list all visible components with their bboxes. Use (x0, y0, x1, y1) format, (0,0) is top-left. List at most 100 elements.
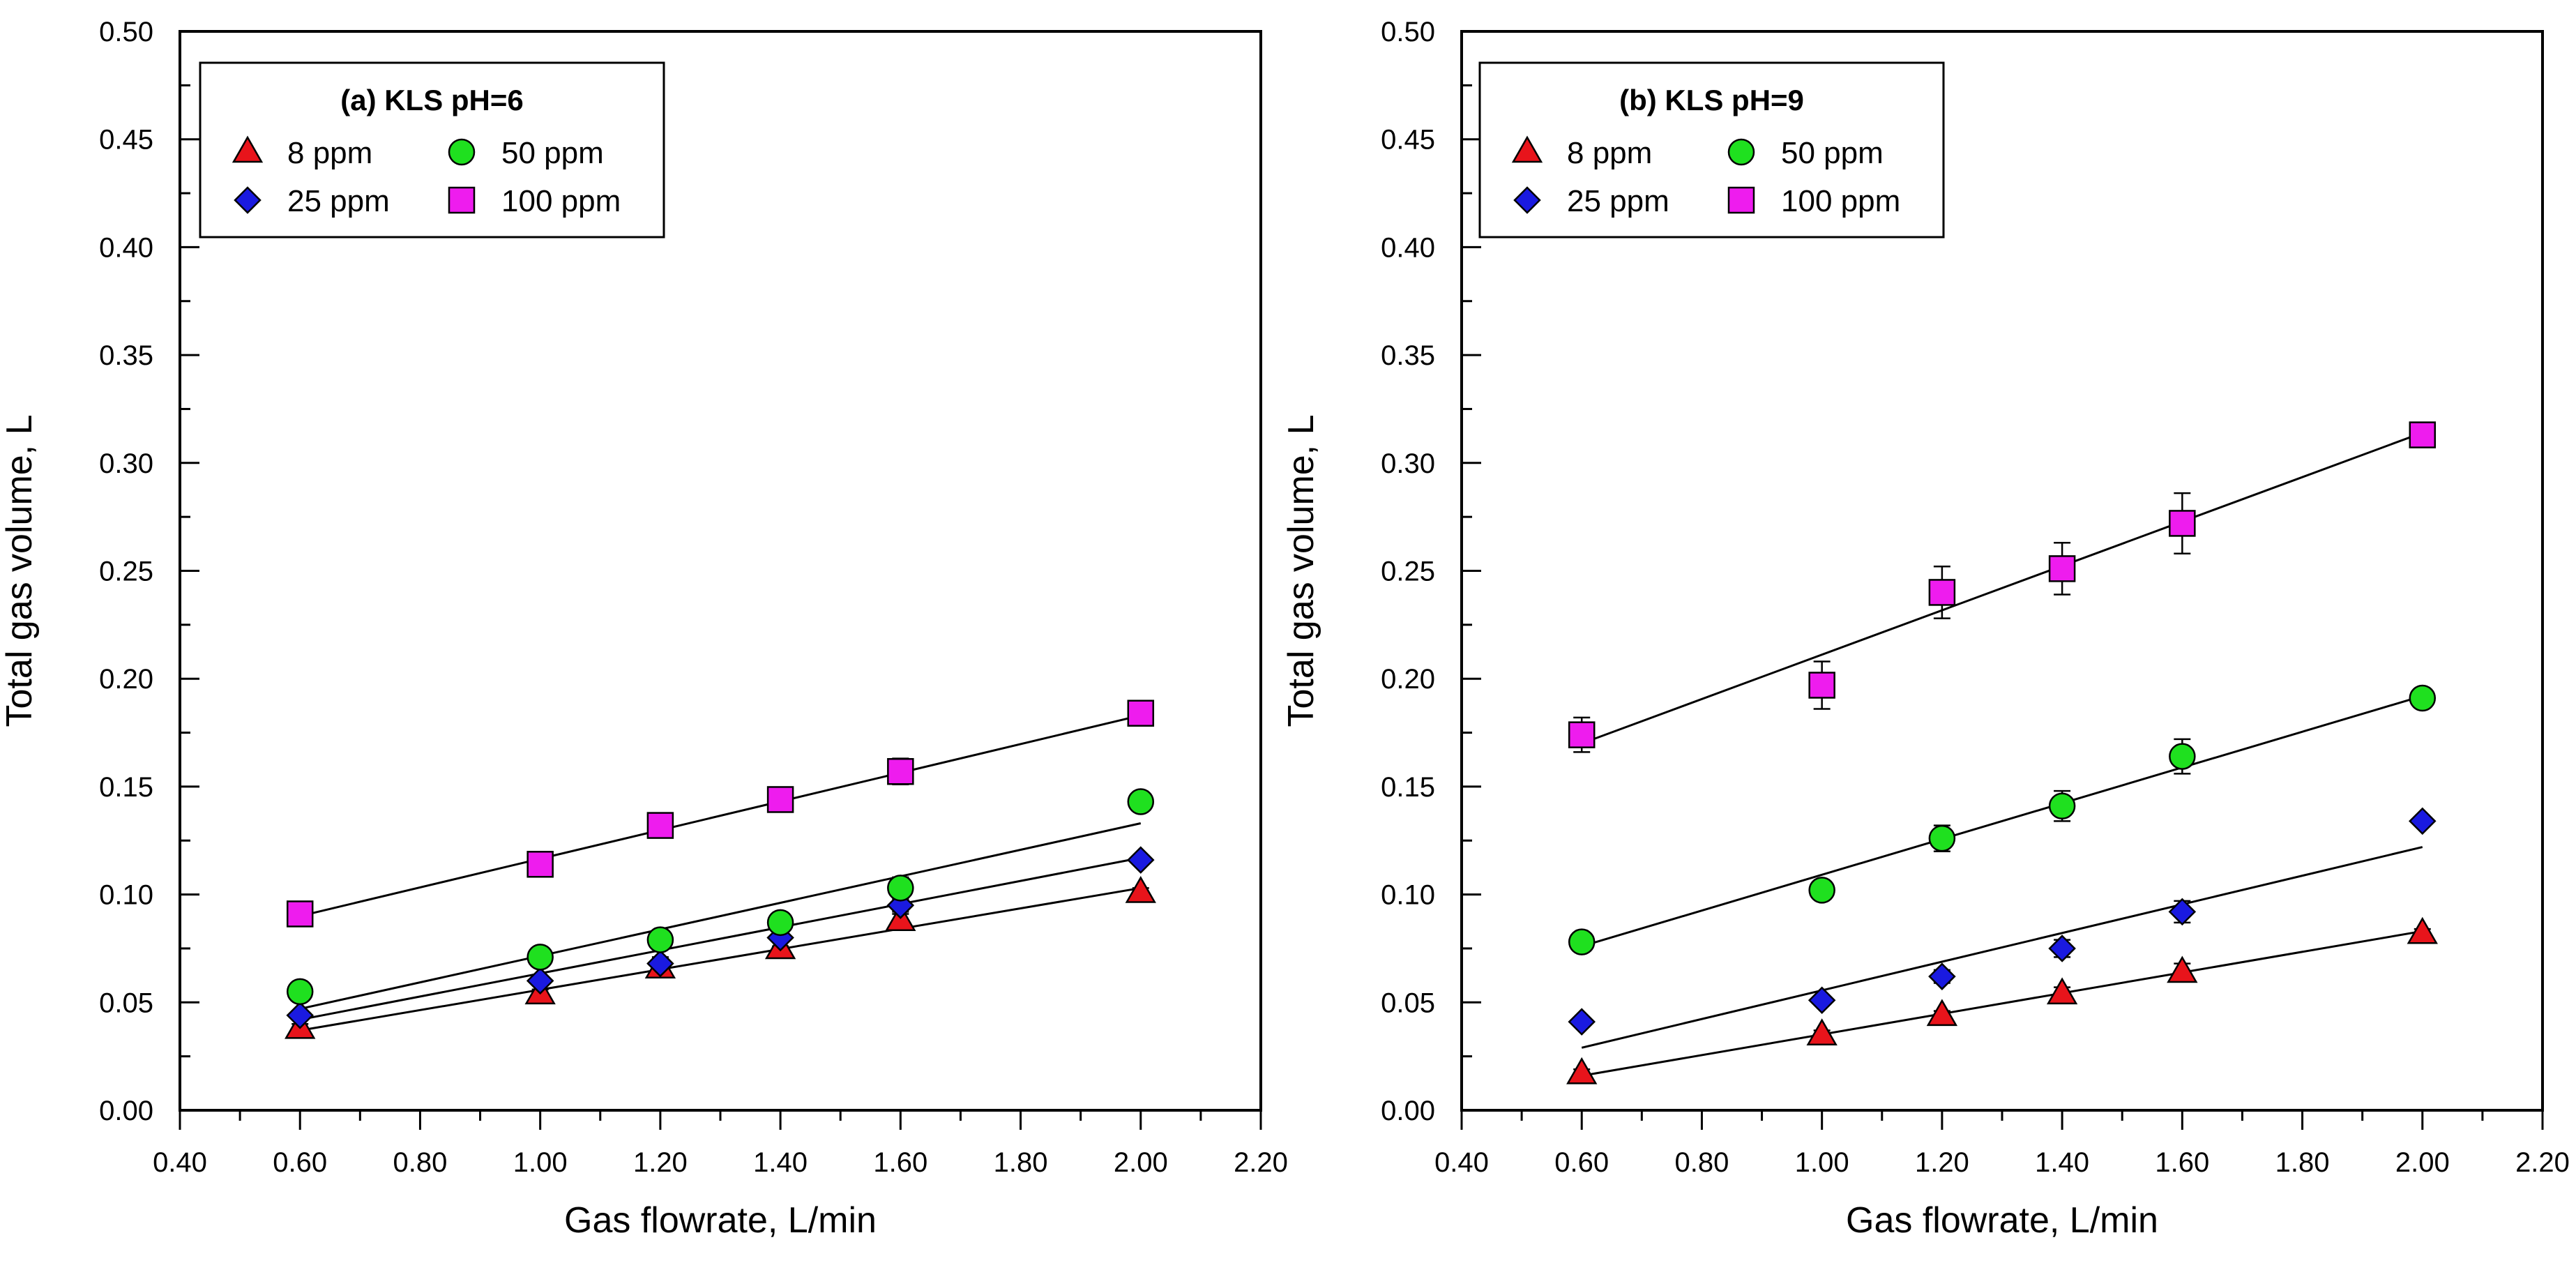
chart-panel-a: 0.00 0.05 0.10 0.15 0.20 0.25 0.30 0.35 0.40 0.45… (0, 17, 1288, 1241)
fit-line (1581, 432, 2423, 745)
y-tick-label: 0.15 (1381, 772, 1435, 803)
y-tick-label: 0.25 (1381, 557, 1435, 587)
x-tick-label: 1.80 (2275, 1147, 2330, 1178)
data-point (887, 757, 914, 785)
y-axis-title: Total gas volume, L (0, 414, 40, 727)
legend-marker (1727, 138, 1755, 166)
data-point (2048, 555, 2076, 582)
data-point (1127, 788, 1155, 815)
fit-line (299, 714, 1142, 917)
fit-line (1581, 695, 2423, 948)
data-point (1926, 999, 1958, 1027)
x-tick-label: 1.20 (1915, 1147, 1969, 1178)
data-point (1808, 672, 1835, 699)
legend-marker (1511, 135, 1543, 163)
data-point (766, 786, 794, 813)
x-tick-label: 0.80 (393, 1147, 448, 1178)
data-point (646, 949, 674, 978)
data-point (766, 909, 794, 937)
x-tick-label: 1.60 (2155, 1147, 2209, 1178)
data-point (2048, 935, 2076, 962)
data-point (646, 812, 674, 839)
y-tick-label: 0.50 (99, 17, 153, 47)
x-tick-label: 2.20 (2515, 1147, 2570, 1178)
legend-label: 25 ppm (287, 184, 390, 218)
legend-title: (a) KLS pH=6 (340, 84, 524, 116)
data-point (1808, 877, 1835, 904)
data-point (1806, 1018, 1838, 1045)
x-tick-label: 0.60 (273, 1147, 327, 1178)
x-axis-title: Gas flowrate, L/min (564, 1200, 877, 1241)
x-tick-label: 1.80 (994, 1147, 1048, 1178)
fit-line (1581, 930, 2423, 1077)
y-tick-label: 0.25 (99, 557, 153, 587)
data-point (2046, 977, 2078, 1005)
legend-marker (234, 186, 262, 214)
y-tick-label: 0.45 (1381, 125, 1435, 156)
fit-line (1581, 846, 2423, 1049)
y-tick-label: 0.10 (1381, 880, 1435, 911)
data-point (1568, 928, 1596, 955)
data-point (1928, 579, 1956, 606)
y-axis-title: Total gas volume, L (1281, 414, 1321, 727)
data-point (2409, 421, 2437, 448)
data-point (526, 944, 554, 971)
data-point (286, 978, 314, 1006)
y-tick-label: 0.05 (99, 988, 153, 1018)
data-point (1125, 875, 1156, 903)
legend-marker (448, 138, 476, 166)
x-tick-label: 1.20 (633, 1147, 688, 1178)
data-point (2048, 792, 2076, 819)
data-point (1568, 1008, 1596, 1036)
legend-title: (b) KLS pH=9 (1619, 84, 1804, 116)
data-point (1127, 846, 1155, 874)
y-tick-label: 0.00 (99, 1096, 153, 1126)
y-tick-label: 0.20 (99, 664, 153, 695)
data-point (1568, 721, 1596, 748)
data-point (286, 900, 314, 928)
legend-label: 100 ppm (501, 184, 621, 218)
x-tick-label: 0.60 (1554, 1147, 1609, 1178)
y-tick-label: 0.45 (99, 125, 153, 156)
legend-label: 50 ppm (1781, 136, 1884, 170)
data-point (646, 926, 674, 953)
x-tick-label: 0.80 (1675, 1147, 1729, 1178)
data-point (1127, 699, 1155, 727)
legend-marker (1513, 186, 1541, 214)
legend-label: 25 ppm (1567, 184, 1669, 218)
fit-line (299, 856, 1142, 1021)
y-tick-label: 0.50 (1381, 17, 1435, 47)
y-tick-label: 0.40 (1381, 232, 1435, 263)
legend-marker (1727, 186, 1755, 214)
fit-line (299, 886, 1142, 1032)
legend-label: 100 ppm (1781, 184, 1900, 218)
data-point (2409, 807, 2437, 835)
legend-box (1478, 61, 1945, 239)
data-point (2407, 916, 2438, 944)
data-point (2169, 743, 2196, 770)
data-point (887, 875, 914, 902)
legend-label: 50 ppm (501, 136, 604, 170)
data-point (2169, 510, 2196, 537)
x-tick-label: 1.00 (513, 1147, 568, 1178)
data-point (2168, 898, 2197, 926)
x-tick-label: 0.40 (153, 1147, 207, 1178)
x-tick-label: 1.00 (1795, 1147, 1849, 1178)
y-tick-label: 0.30 (99, 448, 153, 479)
x-tick-label: 2.00 (2395, 1147, 2450, 1178)
x-tick-label: 1.40 (2035, 1147, 2089, 1178)
x-tick-label: 1.60 (873, 1147, 927, 1178)
legend-label: 8 ppm (287, 136, 372, 170)
data-point (526, 851, 554, 878)
x-axis-title: Gas flowrate, L/min (1846, 1200, 2158, 1241)
y-tick-label: 0.40 (99, 232, 153, 263)
data-point (2167, 955, 2198, 983)
y-tick-label: 0.05 (1381, 988, 1435, 1018)
legend-label: 8 ppm (1567, 136, 1652, 170)
y-tick-label: 0.20 (1381, 664, 1435, 695)
legend-box (199, 61, 665, 239)
x-tick-label: 2.00 (1114, 1147, 1168, 1178)
data-point (1566, 1057, 1598, 1084)
data-point (2409, 684, 2437, 712)
